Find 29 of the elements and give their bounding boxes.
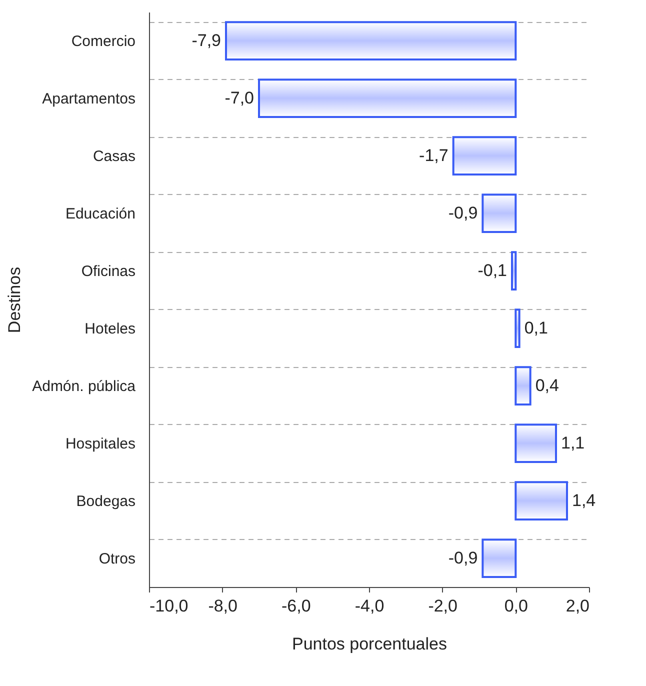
x-tick-label: -8,0 <box>208 596 238 616</box>
y-tick-label: Otros <box>98 550 136 568</box>
data-label: -1,7 <box>419 146 448 165</box>
x-tick-label: 0,0 <box>504 596 528 616</box>
data-label: -7,9 <box>192 30 221 50</box>
data-label: 1,1 <box>561 433 585 452</box>
x-axis-title: Puntos porcentuales <box>292 634 447 654</box>
x-tick-label: -2,0 <box>428 596 458 616</box>
data-label: 1,4 <box>572 490 596 510</box>
y-tick-label: Admón. pública <box>32 378 136 395</box>
x-tick-label: -10,0 <box>150 596 188 616</box>
x-tick-label: -6,0 <box>282 596 311 616</box>
data-label: -0,9 <box>448 203 478 222</box>
data-label: -0,1 <box>478 260 507 280</box>
y-tick-label: Bodegas <box>76 492 136 510</box>
y-tick-label: Oficinas <box>81 262 136 280</box>
data-label: -7,0 <box>224 88 254 108</box>
y-tick-label: Hoteles <box>84 320 136 338</box>
y-tick-label: Educación <box>65 205 136 222</box>
data-label: 0,4 <box>535 376 559 395</box>
data-label: 0,1 <box>524 318 548 338</box>
y-tick-label: Hospitales <box>65 435 136 452</box>
x-tick-label: 2,0 <box>566 596 590 616</box>
data-label: -0,9 <box>448 548 478 568</box>
y-tick-label: Apartamentos <box>42 90 136 108</box>
y-tick-label: Comercio <box>71 32 136 50</box>
y-axis-title: Destinos <box>5 266 24 334</box>
y-tick-label: Casas <box>92 148 136 165</box>
x-tick-label: -4,0 <box>354 596 384 616</box>
